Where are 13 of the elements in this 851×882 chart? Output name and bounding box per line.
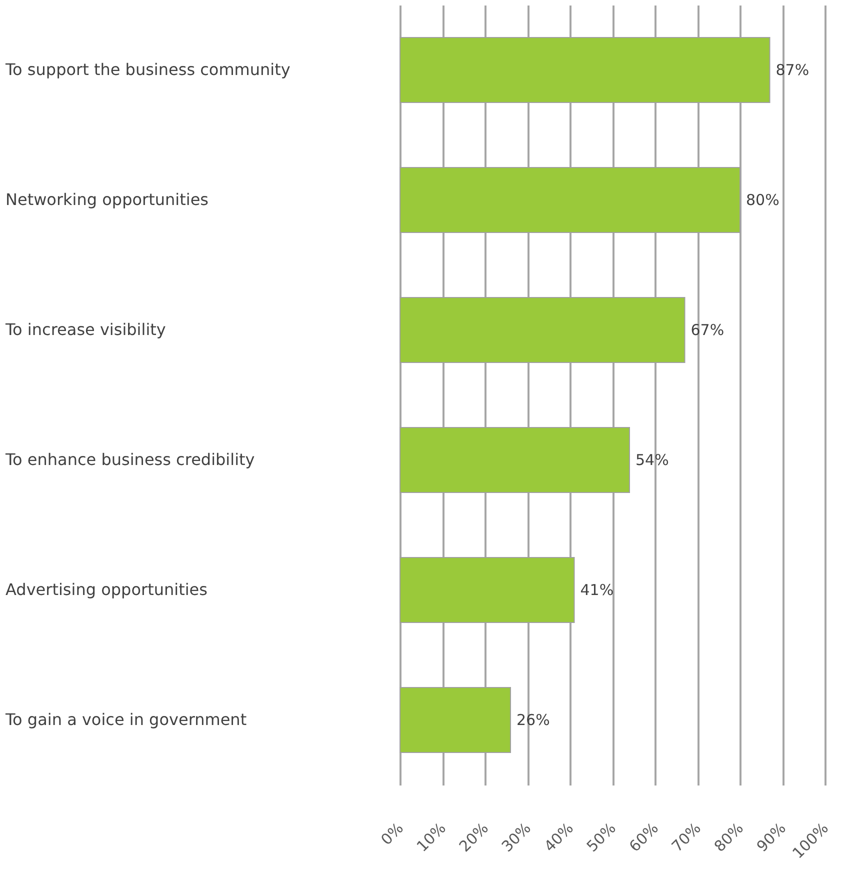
y-tick-label: Advertising opportunities <box>6 580 208 599</box>
data-label: 26% <box>516 711 550 729</box>
y-tick-label: To gain a voice in government <box>4 710 247 729</box>
x-tick-label: 0% <box>377 819 407 849</box>
data-label: 80% <box>746 191 780 209</box>
data-label: 67% <box>690 321 724 339</box>
data-label: 41% <box>580 581 614 599</box>
data-label: 87% <box>776 61 810 79</box>
y-tick-label: To enhance business credibility <box>4 450 255 469</box>
y-tick-label: Networking opportunities <box>6 190 208 209</box>
y-tick-label: To support the business community <box>4 60 290 79</box>
y-tick-label: To increase visibility <box>4 320 166 339</box>
data-label: 54% <box>636 451 669 469</box>
